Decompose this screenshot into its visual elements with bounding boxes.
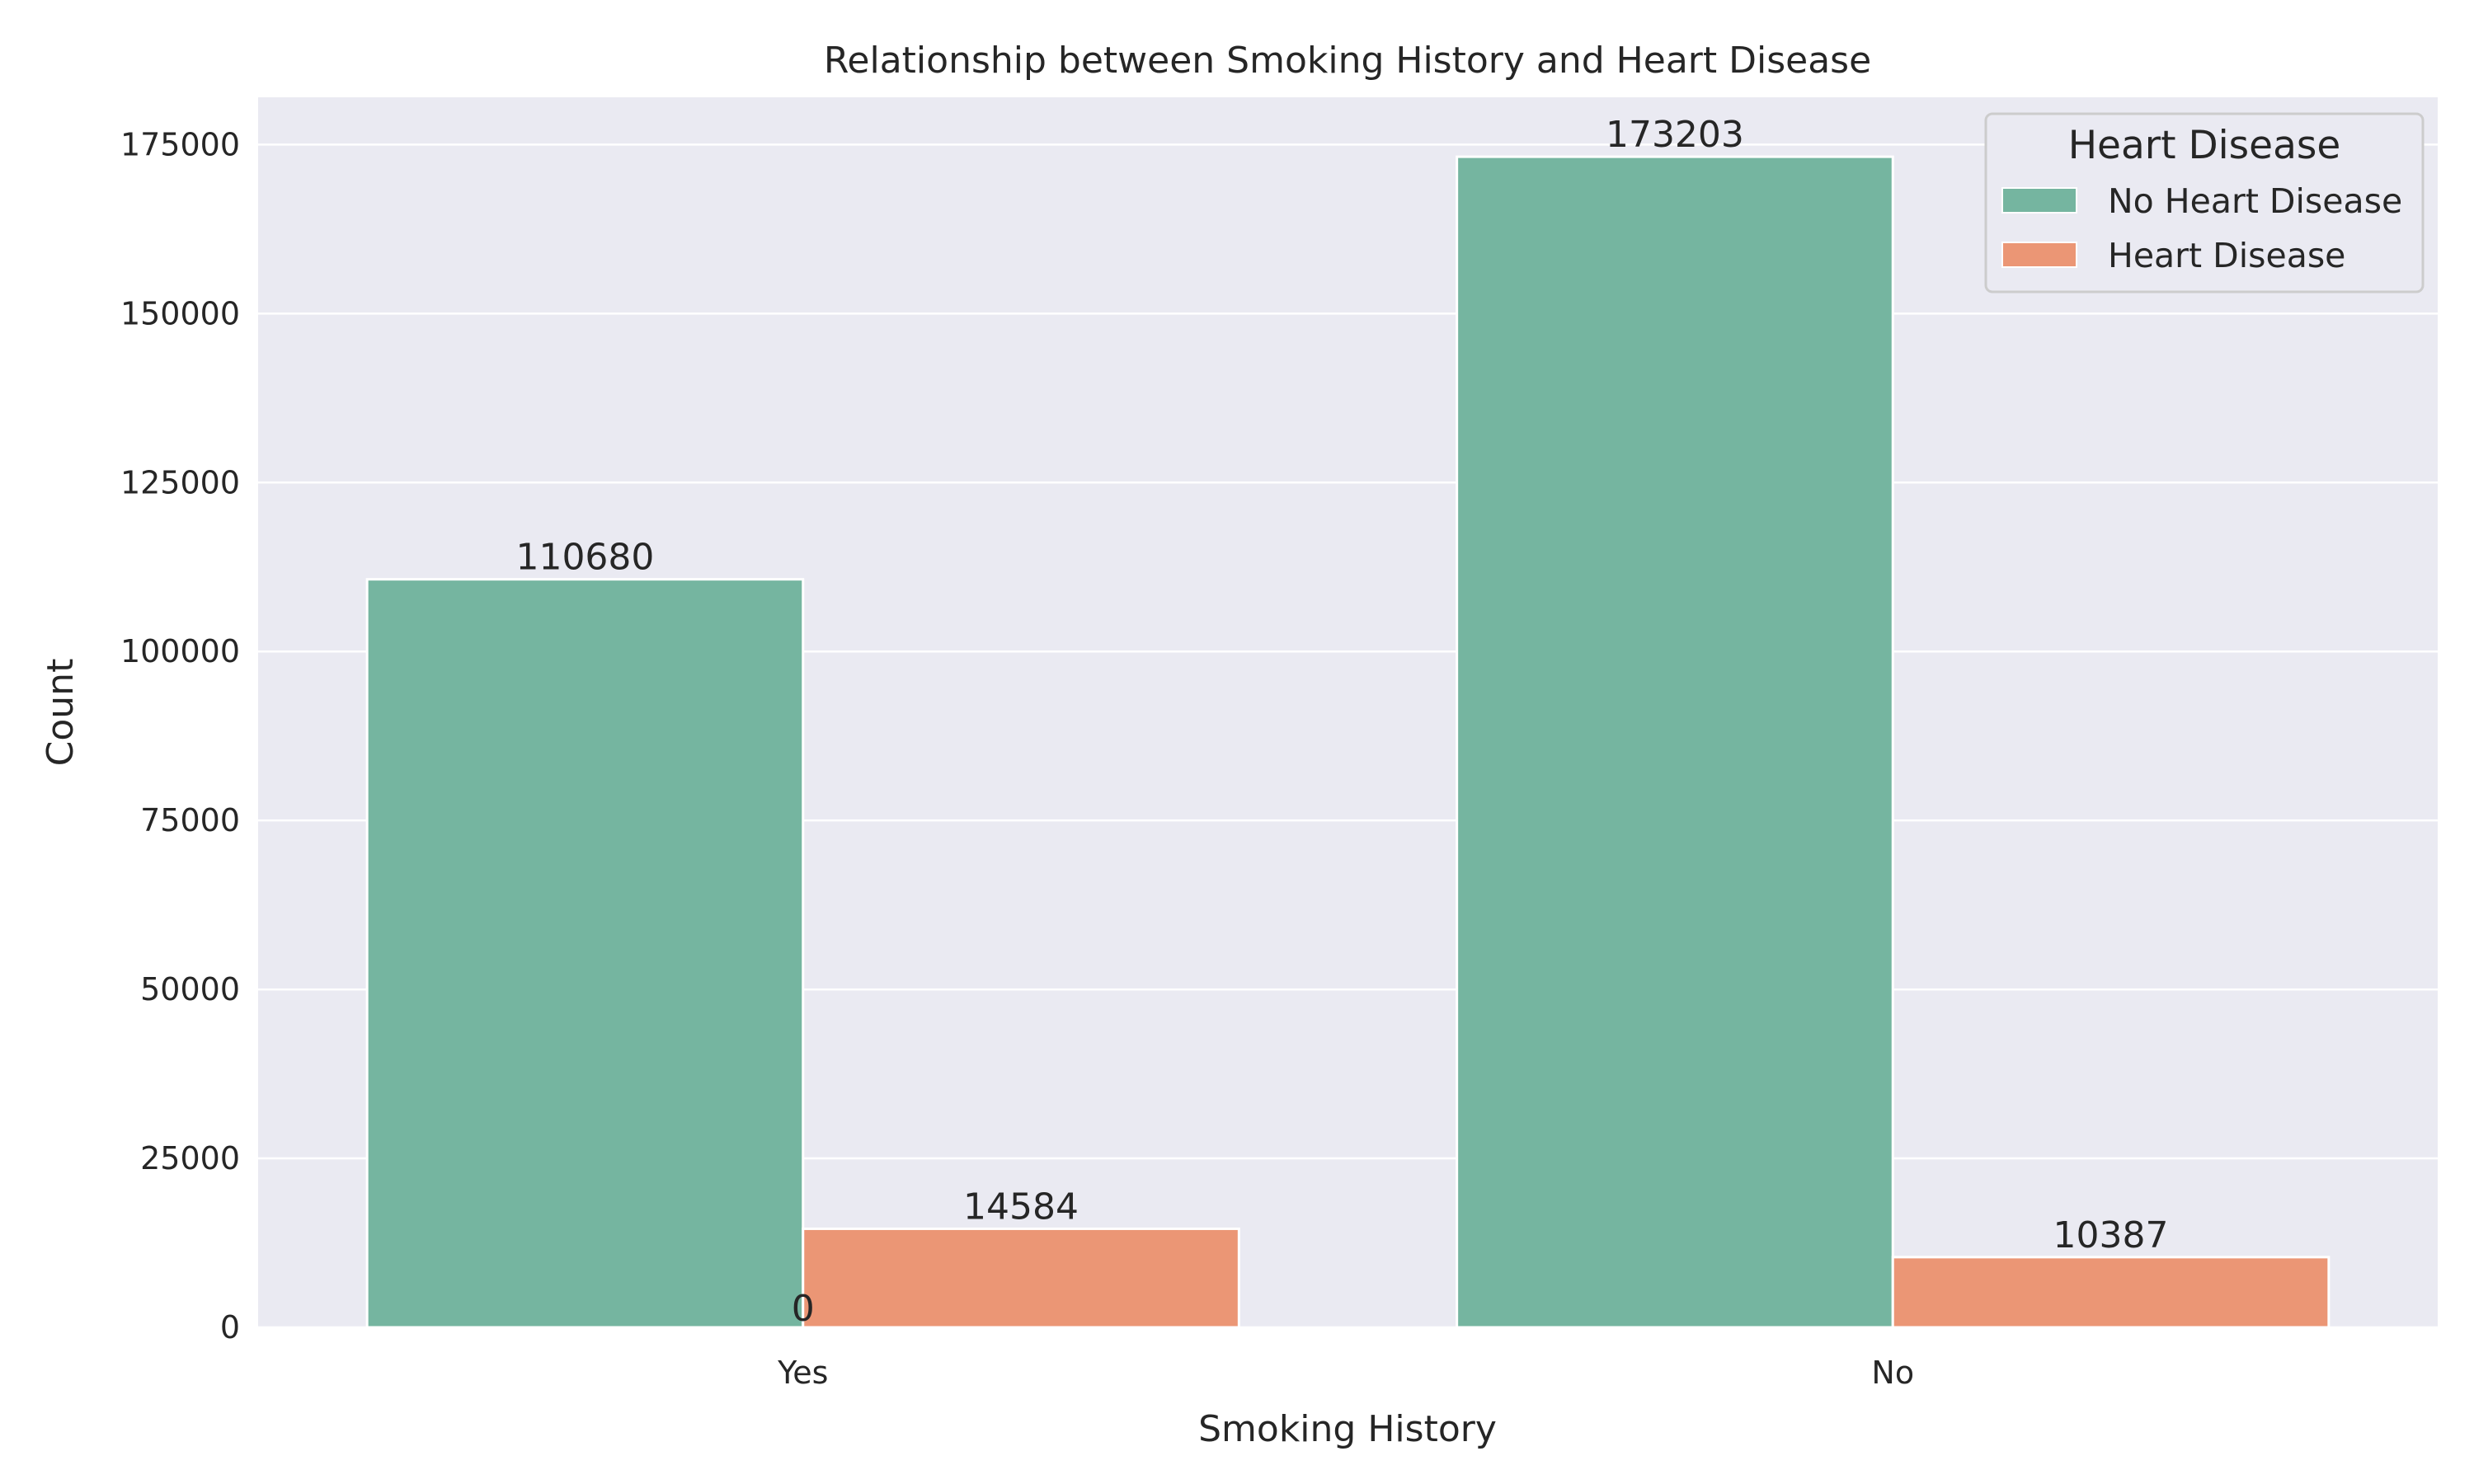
legend-label-heart-disease: Heart Disease [2108, 236, 2345, 275]
y-tick-label: 0 [220, 1309, 240, 1345]
data-label-no-no-heart-disease: 173203 [1606, 114, 1744, 156]
legend-title: Heart Disease [2068, 123, 2341, 168]
x-tick-label-yes: Yes [777, 1355, 828, 1391]
y-tick-label: 125000 [120, 464, 240, 500]
bar-yes-no-heart-disease [365, 578, 805, 1329]
x-tick-label-no: No [1871, 1355, 1914, 1391]
y-tick-label: 75000 [140, 802, 240, 838]
bar-yes-heart-disease [802, 1227, 1240, 1329]
y-tick-label: 175000 [120, 126, 240, 162]
y-tick-label: 25000 [140, 1140, 240, 1176]
x-axis-label: Smoking History [1198, 1408, 1497, 1450]
legend-label-no-heart-disease: No Heart Disease [2108, 181, 2402, 221]
x-axis: Yes No [777, 1355, 1914, 1391]
legend-swatch-heart-disease [2001, 242, 2077, 268]
bar-no-heart-disease [1891, 1256, 2331, 1329]
legend-frame [1984, 112, 2425, 294]
data-label-yes-heart-disease: 14584 [963, 1186, 1079, 1228]
y-axis-label: Count [40, 659, 82, 767]
y-tick-label: 50000 [140, 971, 240, 1007]
data-label-zero: 0 [792, 1288, 815, 1330]
y-tick-label: 150000 [120, 295, 240, 331]
legend: Heart Disease No Heart Disease Heart Dis… [1984, 112, 2425, 294]
y-axis: 0 25000 50000 75000 100000 125000 150000 175000 [120, 126, 240, 1345]
data-labels: 110680 14584 173203 10387 0 [515, 114, 2168, 1330]
data-label-no-heart-disease: 10387 [2053, 1214, 2169, 1256]
bars [365, 155, 2331, 1329]
y-tick-label: 100000 [120, 633, 240, 669]
data-label-yes-no-heart-disease: 110680 [515, 537, 654, 579]
chart-title: Relationship between Smoking History and… [824, 40, 1871, 82]
legend-swatch-no-heart-disease [2001, 187, 2077, 214]
bar-no-no-heart-disease [1456, 155, 1894, 1329]
